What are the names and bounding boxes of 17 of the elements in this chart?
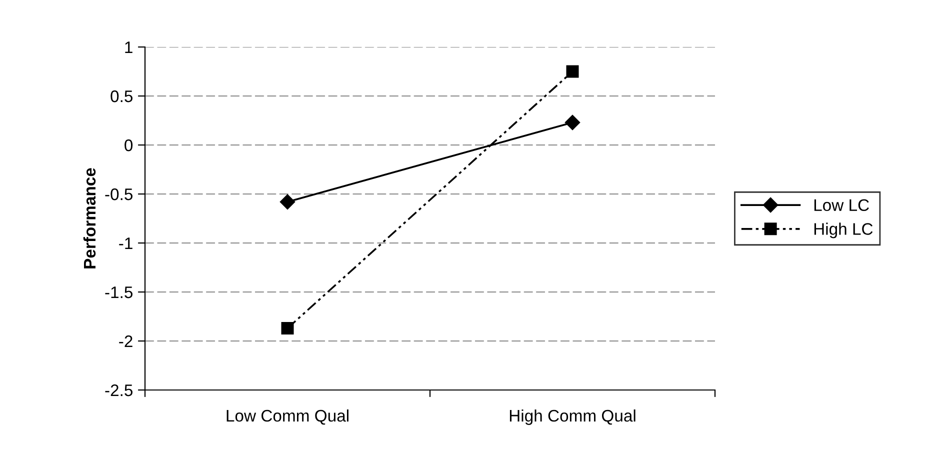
legend-label: Low LC	[814, 199, 869, 212]
point	[280, 194, 296, 210]
x-tick-label: Low Comm Qual	[226, 409, 348, 425]
x-tick-label: High Comm Qual	[510, 409, 636, 425]
y-tick-label: 0.5	[110, 90, 132, 102]
y-tick-label: -1.5	[105, 286, 132, 298]
y-tick-label: -0.5	[105, 188, 132, 200]
y-axis-title: Performance	[83, 168, 96, 268]
point	[281, 322, 294, 335]
legend-label: High LC	[814, 222, 873, 238]
y-tick-label: 0	[124, 139, 133, 152]
y-tick-label: -1	[119, 238, 132, 250]
y-tick-label: 1	[125, 42, 132, 54]
point	[566, 65, 579, 78]
point	[564, 114, 580, 130]
y-tick-label: -2.5	[105, 384, 132, 396]
y-tick-label: -2	[119, 335, 132, 348]
